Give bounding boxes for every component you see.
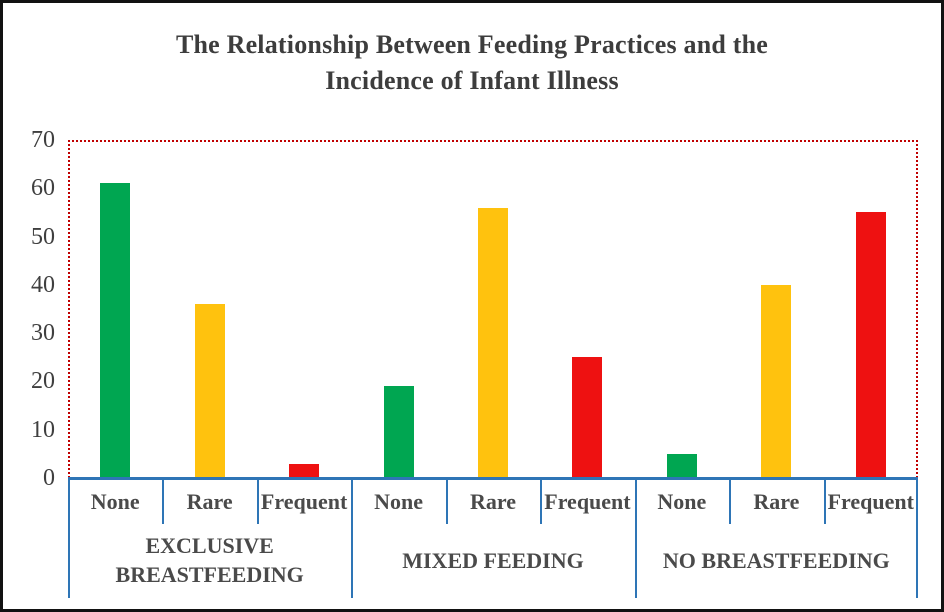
x-axis-table: None Rare Frequent EXCLUSIVE BREASTFEEDING N… (68, 480, 918, 598)
y-tick-label: 40 (31, 271, 55, 298)
x-axis-line (68, 477, 918, 480)
y-tick-label: 50 (31, 223, 55, 250)
group-label: NO BREASTFEEDING (662, 547, 890, 573)
chart-title: The Relationship Between Feeding Practic… (3, 27, 941, 99)
group-separator-line (916, 480, 918, 598)
category-separator-line (729, 480, 732, 524)
y-tick-label: 60 (31, 175, 55, 202)
y-tick-label: 20 (31, 368, 55, 395)
category-label: Frequent (827, 489, 914, 514)
bar-exclusive-breastfeeding-frequent (289, 463, 320, 478)
category-label: Rare (469, 489, 516, 514)
bar-no-breastfeeding-rare (761, 284, 792, 478)
bar-mixed-feeding-frequent (572, 357, 603, 478)
plot-area (68, 140, 918, 478)
bar-no-breastfeeding-frequent (855, 212, 886, 478)
y-axis: 0 10 20 30 40 50 60 70 (3, 3, 55, 609)
bar-no-breastfeeding-none (666, 453, 697, 478)
category-label: None (374, 489, 423, 514)
y-tick-label: 10 (31, 416, 55, 443)
group-separator-line (634, 480, 637, 598)
group-label: MIXED FEEDING (402, 547, 584, 573)
group-separator-line (68, 480, 70, 598)
group-label: EXCLUSIVE BREASTFEEDING (115, 533, 304, 587)
category-label: Frequent (260, 489, 348, 514)
bar-exclusive-breastfeeding-none (100, 183, 131, 478)
category-separator-line (540, 480, 543, 524)
y-tick-label: 70 (31, 127, 55, 153)
chart-title-line2: Incidence of Infant Illness (325, 66, 619, 95)
category-label: Rare (186, 489, 233, 514)
group-separator-line (351, 480, 354, 598)
bar-mixed-feeding-rare (478, 207, 508, 478)
y-tick-label: 0 (43, 465, 55, 491)
category-separator-line (445, 480, 448, 524)
chart-title-line1: The Relationship Between Feeding Practic… (175, 30, 769, 59)
category-label: None (657, 489, 707, 514)
category-separator-line (256, 480, 259, 524)
category-label: Frequent (544, 489, 631, 514)
bar-mixed-feeding-none (383, 386, 414, 478)
category-label: Rare (753, 489, 800, 514)
category-label: None (90, 489, 140, 514)
category-separator-line (823, 480, 826, 524)
category-separator-line (162, 480, 165, 524)
y-tick-label: 30 (31, 320, 55, 347)
bar-exclusive-breastfeeding-rare (194, 304, 225, 478)
